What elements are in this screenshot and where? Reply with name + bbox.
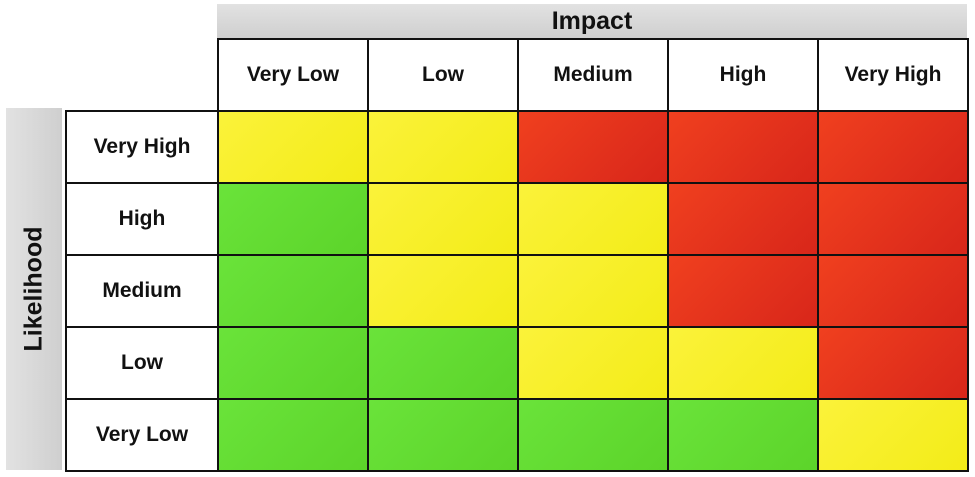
- column-header-medium: Medium: [519, 40, 669, 112]
- risk-cell-green: [519, 400, 669, 472]
- risk-cell-yellow: [369, 256, 519, 328]
- risk-cell-yellow: [519, 184, 669, 256]
- risk-cell-red: [669, 184, 819, 256]
- risk-cell-red: [669, 112, 819, 184]
- likelihood-axis-header: [6, 108, 62, 470]
- likelihood-title: Likelihood: [19, 226, 48, 352]
- risk-cell-green: [219, 184, 369, 256]
- risk-cell-yellow: [369, 112, 519, 184]
- risk-cell-yellow: [519, 328, 669, 400]
- risk-cell-yellow: [219, 112, 369, 184]
- risk-cell-red: [819, 256, 969, 328]
- risk-cell-yellow: [819, 400, 969, 472]
- risk-cell-yellow: [369, 184, 519, 256]
- impact-axis-header: Impact: [217, 4, 967, 38]
- risk-cell-yellow: [669, 328, 819, 400]
- impact-title: Impact: [551, 6, 633, 35]
- row-header-medium: Medium: [67, 256, 219, 328]
- grid-corner: [65, 38, 219, 112]
- risk-cell-green: [369, 328, 519, 400]
- risk-cell-red: [519, 112, 669, 184]
- row-header-high: High: [67, 184, 219, 256]
- row-header-very-low: Very Low: [67, 400, 219, 472]
- column-header-very-low: Very Low: [219, 40, 369, 112]
- risk-cell-red: [819, 112, 969, 184]
- risk-cell-green: [219, 400, 369, 472]
- column-header-very-high: Very High: [819, 40, 969, 112]
- risk-cell-yellow: [519, 256, 669, 328]
- row-header-very-high: Very High: [67, 112, 219, 184]
- risk-cell-green: [669, 400, 819, 472]
- risk-cell-green: [369, 400, 519, 472]
- risk-cell-red: [819, 184, 969, 256]
- risk-cell-green: [219, 256, 369, 328]
- row-header-low: Low: [67, 328, 219, 400]
- risk-matrix-grid: Very Low Low Medium High Very High Very …: [65, 38, 969, 472]
- risk-cell-green: [219, 328, 369, 400]
- column-header-low: Low: [369, 40, 519, 112]
- risk-cell-red: [669, 256, 819, 328]
- risk-cell-red: [819, 328, 969, 400]
- column-header-high: High: [669, 40, 819, 112]
